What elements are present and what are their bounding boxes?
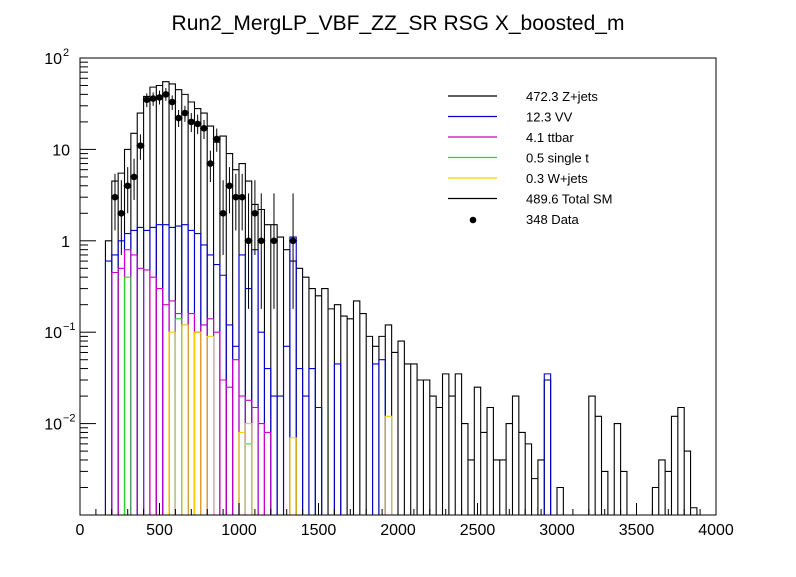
data-point	[238, 173, 247, 231]
x-tick-label: 3000	[539, 522, 575, 539]
data-point-marker	[168, 98, 176, 106]
data-point	[257, 193, 266, 309]
data-layer	[110, 87, 298, 309]
data-point-marker	[251, 209, 259, 217]
data-point-marker	[181, 109, 189, 117]
data-point	[155, 90, 164, 105]
data-point	[130, 158, 139, 200]
x-tick-label: 3500	[619, 522, 655, 539]
x-tick-label: 2000	[380, 522, 416, 539]
data-point-marker	[232, 193, 240, 201]
data-point-marker	[175, 114, 182, 122]
data-point	[219, 180, 228, 255]
data-point	[149, 92, 158, 106]
data-point	[136, 134, 145, 160]
data-point	[187, 113, 196, 133]
data-point	[168, 95, 177, 110]
y-tick-label: 1	[61, 234, 70, 251]
legend-label: 0.5 single t	[526, 151, 589, 166]
legend-entry-0-3-w-jets: 0.3 W+jets	[448, 171, 588, 186]
data-point	[117, 180, 126, 255]
data-point-marker	[207, 160, 214, 167]
legend-entry-12-3-vv: 12.3 VV	[448, 110, 573, 125]
data-point	[250, 180, 259, 255]
x-tick-label: 500	[146, 522, 173, 539]
y-tick-exponent: 2	[63, 47, 69, 59]
legend-label: 0.3 W+jets	[526, 171, 588, 186]
y-tick-label: 10	[44, 51, 62, 68]
data-point-marker	[219, 209, 227, 217]
legend-entry-4-1-ttbar: 4.1 ttbar	[448, 130, 574, 145]
data-point	[123, 167, 132, 214]
series-w-jets-line	[168, 324, 393, 515]
data-point-marker	[156, 94, 163, 101]
data-point	[200, 119, 209, 139]
data-point-marker	[194, 120, 201, 128]
data-point	[289, 193, 298, 309]
legend-entry-348-data: 348 Data	[469, 212, 580, 227]
y-tick-exponent: −2	[63, 413, 76, 425]
data-point-marker	[245, 237, 252, 245]
data-point-marker	[149, 95, 157, 102]
data-point	[161, 87, 170, 101]
series-layer	[104, 81, 698, 515]
data-point-marker	[118, 209, 125, 217]
series-total-sm-line	[104, 81, 698, 515]
data-point-marker	[188, 118, 195, 126]
data-point-marker	[257, 237, 265, 245]
data-point	[193, 114, 202, 135]
data-point-marker	[213, 135, 221, 143]
y-tick-exponent: −1	[63, 321, 76, 333]
data-point	[110, 173, 119, 231]
data-point-marker	[270, 237, 278, 245]
y-tick-label: 10	[44, 325, 62, 342]
data-point	[269, 193, 278, 309]
chart-title: Run2_MergLP_VBF_ZZ_SR RSG X_boosted_m	[172, 12, 625, 35]
legend-label: 4.1 ttbar	[526, 130, 574, 145]
data-point-marker	[111, 193, 119, 201]
legend-label: 12.3 VV	[526, 110, 573, 125]
data-point	[174, 109, 183, 127]
legend-entry-472-3-z-jets: 472.3 Z+jets	[448, 89, 598, 104]
data-point	[212, 128, 221, 152]
legend-entry-0-5-single-t: 0.5 single t	[448, 151, 589, 166]
data-point-marker	[200, 125, 208, 132]
legend-label: 489.6 Total SM	[526, 192, 612, 207]
data-point	[206, 150, 215, 182]
x-tick-label: 1000	[221, 522, 257, 539]
x-tick-label: 1500	[301, 522, 337, 539]
x-tick-label: 2500	[460, 522, 496, 539]
legend-label: 348 Data	[526, 212, 580, 227]
legend-marker	[469, 216, 477, 224]
data-point	[180, 105, 189, 122]
data-point-marker	[238, 193, 246, 201]
data-point-marker	[289, 237, 297, 245]
x-tick-label: 0	[76, 522, 85, 539]
legend: 472.3 Z+jets 12.3 VV 4.1 ttbar 0.5 single t…	[448, 89, 612, 227]
data-point-marker	[143, 96, 151, 103]
data-point	[225, 167, 234, 214]
data-point	[142, 93, 151, 108]
data-point-marker	[137, 142, 144, 149]
series-vv-line	[104, 224, 552, 515]
data-point	[244, 193, 253, 309]
legend-entry-489-6-total-sm: 489.6 Total SM	[448, 192, 612, 207]
data-point-marker	[130, 173, 138, 181]
y-tick-label: 10	[44, 417, 62, 434]
data-point-marker	[124, 182, 131, 190]
legend-label: 472.3 Z+jets	[526, 89, 598, 104]
data-point-marker	[226, 182, 233, 190]
y-tick-label: 10	[52, 142, 70, 159]
data-point-marker	[162, 91, 170, 98]
x-tick-label: 4000	[698, 522, 734, 539]
